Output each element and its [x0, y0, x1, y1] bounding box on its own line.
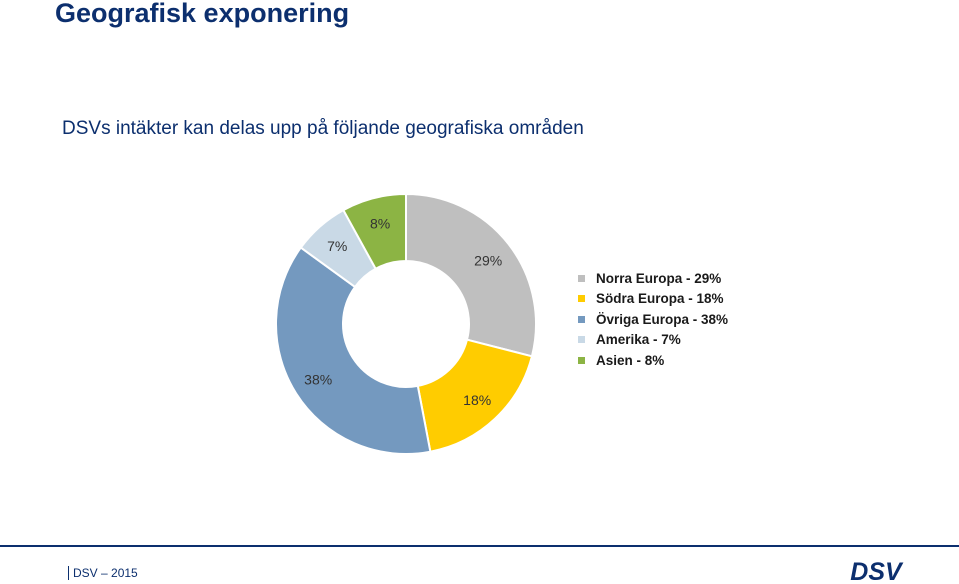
donut-slice-2	[275, 246, 432, 455]
legend-swatch-4	[578, 356, 585, 364]
donut-data-label-1: 18%	[463, 392, 491, 408]
legend-swatch-3	[578, 336, 585, 344]
legend-swatch-1	[578, 295, 585, 303]
legend-item-0: Norra Europa - 29%	[578, 268, 728, 289]
legend-swatch-2	[578, 315, 585, 323]
donut-data-label-2: 38%	[304, 372, 332, 388]
dsv-logo: DSV	[850, 559, 904, 583]
donut-data-label-3: 7%	[327, 238, 347, 254]
legend-label-3: Amerika - 7%	[596, 332, 681, 348]
chart-legend: Norra Europa - 29% Södra Europa - 18% Övri…	[578, 268, 728, 371]
donut-slice-0	[405, 192, 537, 358]
legend-item-3: Amerika - 7%	[578, 330, 728, 351]
donut-slice-4	[342, 192, 407, 271]
legend-label-1: Södra Europa - 18%	[596, 291, 724, 307]
slide-subtitle: DSVs intäkter kan delas upp på följande …	[62, 118, 584, 139]
footer-divider	[0, 545, 959, 547]
footer-label: DSV – 2015	[68, 566, 138, 580]
dsv-logo-text: DSV	[850, 559, 904, 583]
legend-swatch-0	[578, 274, 585, 282]
donut-data-label-0: 29%	[474, 252, 502, 268]
legend-label-2: Övriga Europa - 38%	[596, 311, 729, 327]
legend-item-2: Övriga Europa - 38%	[578, 309, 728, 330]
legend-item-4: Asien - 8%	[578, 350, 728, 371]
donut-data-label-4: 8%	[370, 215, 390, 231]
legend-item-1: Södra Europa - 18%	[578, 289, 728, 310]
legend-label-4: Asien - 8%	[596, 352, 665, 368]
donut-slice-1	[416, 338, 534, 453]
slide-title: Geografisk exponering	[55, 0, 350, 28]
legend-label-0: Norra Europa - 29%	[596, 270, 722, 286]
donut-chart: 29% 18% 38% 7% 8%	[275, 192, 537, 455]
